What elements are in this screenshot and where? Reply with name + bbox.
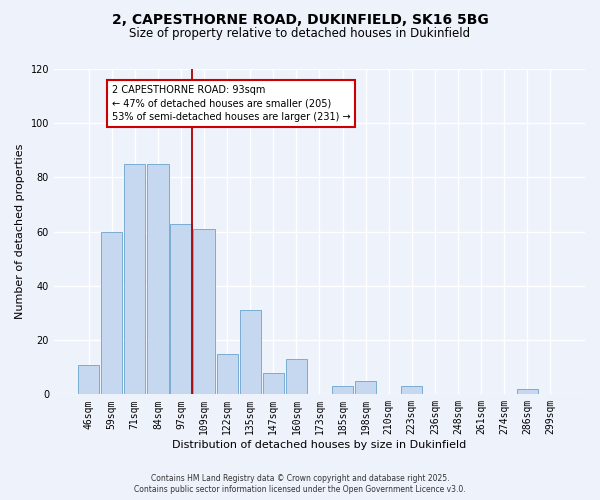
Bar — [147, 164, 169, 394]
Text: Size of property relative to detached houses in Dukinfield: Size of property relative to detached ho… — [130, 28, 470, 40]
Bar — [170, 224, 191, 394]
Bar — [239, 310, 261, 394]
Bar — [286, 359, 307, 394]
Bar — [517, 389, 538, 394]
Bar — [217, 354, 238, 395]
Text: Contains HM Land Registry data © Crown copyright and database right 2025.
Contai: Contains HM Land Registry data © Crown c… — [134, 474, 466, 494]
Bar — [355, 381, 376, 394]
Text: 2, CAPESTHORNE ROAD, DUKINFIELD, SK16 5BG: 2, CAPESTHORNE ROAD, DUKINFIELD, SK16 5B… — [112, 12, 488, 26]
Text: 2 CAPESTHORNE ROAD: 93sqm
← 47% of detached houses are smaller (205)
53% of semi: 2 CAPESTHORNE ROAD: 93sqm ← 47% of detac… — [112, 86, 350, 122]
Bar — [193, 229, 215, 394]
Bar — [401, 386, 422, 394]
X-axis label: Distribution of detached houses by size in Dukinfield: Distribution of detached houses by size … — [172, 440, 467, 450]
Bar — [263, 372, 284, 394]
Bar — [78, 364, 99, 394]
Bar — [124, 164, 145, 394]
Bar — [332, 386, 353, 394]
Bar — [101, 232, 122, 394]
Y-axis label: Number of detached properties: Number of detached properties — [15, 144, 25, 320]
